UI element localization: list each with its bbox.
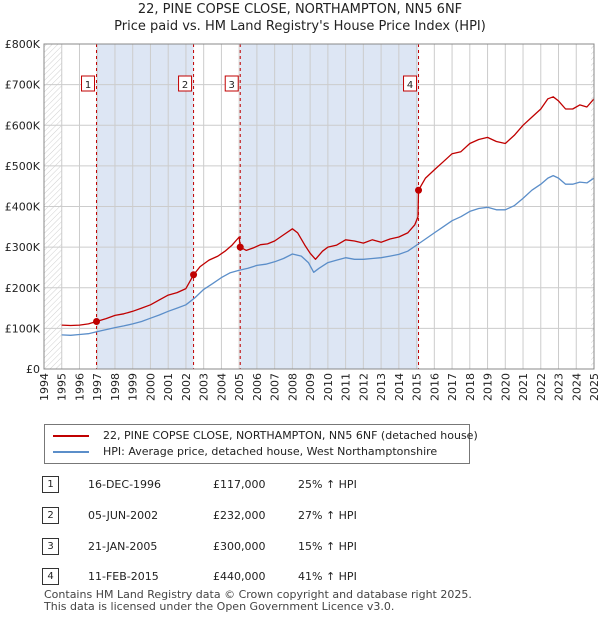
x-tick-label: 2021 [517,373,530,401]
x-tick-label: 2007 [269,373,282,401]
x-tick-label: 2019 [482,373,495,401]
x-tick-label: 2011 [340,373,353,401]
x-tick-label: 2004 [215,373,228,401]
sale-number-box [224,75,239,92]
x-tick-label: 2006 [251,373,264,401]
x-tick-label: 2010 [322,373,335,401]
chart-legend: 22, PINE COPSE CLOSE, NORTHAMPTON, NN5 6… [44,424,478,464]
sale-price: £300,000 [213,540,266,553]
sale-date: 21-JAN-2005 [88,540,158,553]
hpi-line [61,174,595,336]
sale-point [93,317,101,325]
property-price-line [61,96,595,327]
y-tick-label: £0 [26,363,40,376]
x-tick-label: 1995 [56,373,69,401]
footer-attribution: Contains HM Land Registry data © Crown c… [44,589,472,613]
x-tick-label: 2024 [570,373,583,401]
sale-price: £232,000 [213,509,266,522]
sale-number-badge: 1 [42,476,59,493]
legend-swatch-hpi [53,451,89,453]
sale-number-box [178,75,193,92]
sale-number-label: 1 [85,80,91,91]
table-row: 1 16-DEC-1996 £117,000 25% ↑ HPI [0,472,600,493]
chart-subtitle: Price paid vs. HM Land Registry's House … [114,19,486,34]
sale-hpi-change: 27% ↑ HPI [298,509,357,522]
price-chart: 1 2 3 4 £0 £100K £200K £300K £400K £500K £600K £700… [5,38,600,401]
x-tick-label: 2001 [162,373,175,401]
x-tick-label: 2013 [375,373,388,401]
y-tick-label: £500K [5,160,41,173]
x-tick-label: 1997 [91,373,104,401]
x-tick-label: 2022 [535,373,548,401]
sale-date: 16-DEC-1996 [88,478,162,491]
sale-number-badge: 3 [42,538,59,555]
x-tick-label: 1998 [109,373,122,401]
x-tick-label: 2016 [428,373,441,401]
x-tick-label: 2005 [233,373,246,401]
x-tick-label: 2009 [304,373,317,401]
table-row: 4 11-FEB-2015 £440,000 41% ↑ HPI [0,564,600,585]
sale-point [236,243,244,251]
legend-swatch-property [53,435,89,437]
legend-label-property: 22, PINE COPSE CLOSE, NORTHAMPTON, NN5 6… [103,429,478,442]
y-tick-label: £400K [5,201,41,214]
sale-hpi-change: 41% ↑ HPI [298,570,357,583]
y-tick-label: £800K [5,38,41,51]
x-tick-label: 2015 [411,373,424,401]
y-tick-label: £100K [5,322,41,335]
sale-date: 05-JUN-2002 [88,509,159,522]
sale-number-label: 3 [229,80,235,91]
x-tick-label: 2017 [446,373,459,401]
table-row: 2 05-JUN-2002 £232,000 27% ↑ HPI [0,503,600,524]
sale-point [190,271,198,279]
x-tick-label: 2014 [393,373,406,401]
footer-license: This data is licensed under the Open Gov… [44,600,395,613]
sale-hpi-change: 25% ↑ HPI [298,478,357,491]
chart-title: 22, PINE COPSE CLOSE, NORTHAMPTON, NN5 6… [137,2,463,17]
y-tick-label: £200K [5,282,41,295]
legend-item-property: 22, PINE COPSE CLOSE, NORTHAMPTON, NN5 6… [53,428,478,444]
x-tick-label: 2018 [464,373,477,401]
x-tick-label: 2020 [499,373,512,401]
sale-price: £440,000 [213,570,266,583]
x-tick-label: 2008 [286,373,299,401]
x-tick-label: 2003 [198,373,211,401]
sale-number-badge: 2 [42,507,59,524]
sale-point [415,186,423,194]
x-tick-label: 1996 [73,373,86,401]
x-tick-label: 2025 [588,373,600,401]
legend-label-hpi: HPI: Average price, detached house, West… [103,445,438,458]
legend-item-hpi: HPI: Average price, detached house, West… [53,444,463,460]
x-tick-label: 1999 [127,373,140,401]
y-tick-label: £300K [5,241,41,254]
sale-number-label: 2 [182,80,188,91]
sale-number-box [81,75,96,92]
plot-frame [43,43,595,370]
x-tick-label: 2023 [553,373,566,401]
y-tick-label: £700K [5,79,41,92]
footer-copyright: Contains HM Land Registry data © Crown c… [44,588,472,601]
sale-number-badge: 4 [42,568,59,585]
table-row: 3 21-JAN-2005 £300,000 15% ↑ HPI [0,534,600,555]
x-tick-label: 2002 [180,373,193,401]
sale-number-box [403,75,418,92]
x-tick-label: 2000 [144,373,157,401]
sale-price: £117,000 [213,478,266,491]
sale-hpi-change: 15% ↑ HPI [298,540,357,553]
x-tick-label: 1994 [38,373,51,401]
sale-date: 11-FEB-2015 [88,570,159,583]
sale-number-label: 4 [407,80,413,91]
x-tick-label: 2012 [357,373,370,401]
y-tick-label: £600K [5,119,41,132]
